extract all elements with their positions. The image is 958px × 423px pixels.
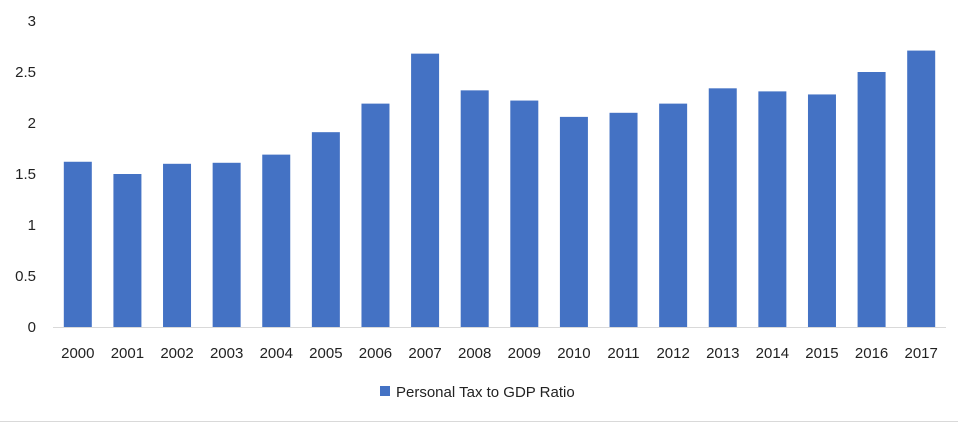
x-tick-label: 2009: [508, 345, 541, 362]
x-tick-label: 2010: [557, 345, 590, 362]
y-tick-label: 1.5: [15, 166, 36, 183]
bar: [163, 163, 192, 327]
x-tick-label: 2013: [706, 345, 739, 362]
y-tick-label: 0.5: [15, 268, 36, 285]
x-tick-label: 2014: [756, 345, 789, 362]
bar: [411, 53, 440, 327]
x-tick-label: 2008: [458, 345, 491, 362]
bar: [907, 50, 936, 328]
bar: [510, 100, 539, 327]
x-tick-label: 2016: [855, 345, 888, 362]
bar: [113, 174, 142, 327]
y-tick-label: 3: [28, 13, 36, 30]
y-tick-label: 2: [28, 115, 36, 132]
bar: [807, 94, 836, 327]
bar: [460, 90, 489, 327]
legend: Personal Tax to GDP Ratio: [380, 384, 575, 401]
x-tick-label: 2007: [408, 345, 441, 362]
x-tick-label: 2003: [210, 345, 243, 362]
x-axis-ticks: 2000 2001 2002 2003 2004 2005 2006 2007 2008 2009…: [61, 345, 938, 362]
x-tick-label: 2000: [61, 345, 94, 362]
y-tick-label: 1: [28, 217, 36, 234]
x-tick-label: 2017: [905, 345, 938, 362]
y-tick-label: 0: [28, 319, 36, 336]
x-tick-label: 2004: [260, 345, 293, 362]
bar: [758, 91, 787, 327]
y-tick-label: 2.5: [15, 64, 36, 81]
bar: [609, 112, 638, 327]
bar-series: [63, 50, 936, 328]
bar: [63, 161, 92, 327]
x-tick-label: 2015: [805, 345, 838, 362]
bar: [212, 162, 241, 327]
bar: [559, 116, 588, 327]
y-axis-ticks: 0 0.5 1 1.5 2 2.5 3: [15, 13, 36, 336]
bar: [659, 103, 688, 328]
bar: [708, 88, 737, 327]
x-tick-label: 2002: [160, 345, 193, 362]
bar: [262, 154, 291, 327]
legend-swatch: [380, 386, 390, 396]
x-tick-label: 2001: [111, 345, 144, 362]
x-tick-label: 2006: [359, 345, 392, 362]
x-tick-label: 2005: [309, 345, 342, 362]
bottom-divider: [0, 421, 958, 422]
x-tick-label: 2011: [607, 345, 639, 362]
legend-label: Personal Tax to GDP Ratio: [396, 384, 575, 401]
bar: [311, 132, 340, 327]
bar: [361, 103, 390, 328]
x-tick-label: 2012: [656, 345, 689, 362]
bar: [857, 72, 886, 327]
